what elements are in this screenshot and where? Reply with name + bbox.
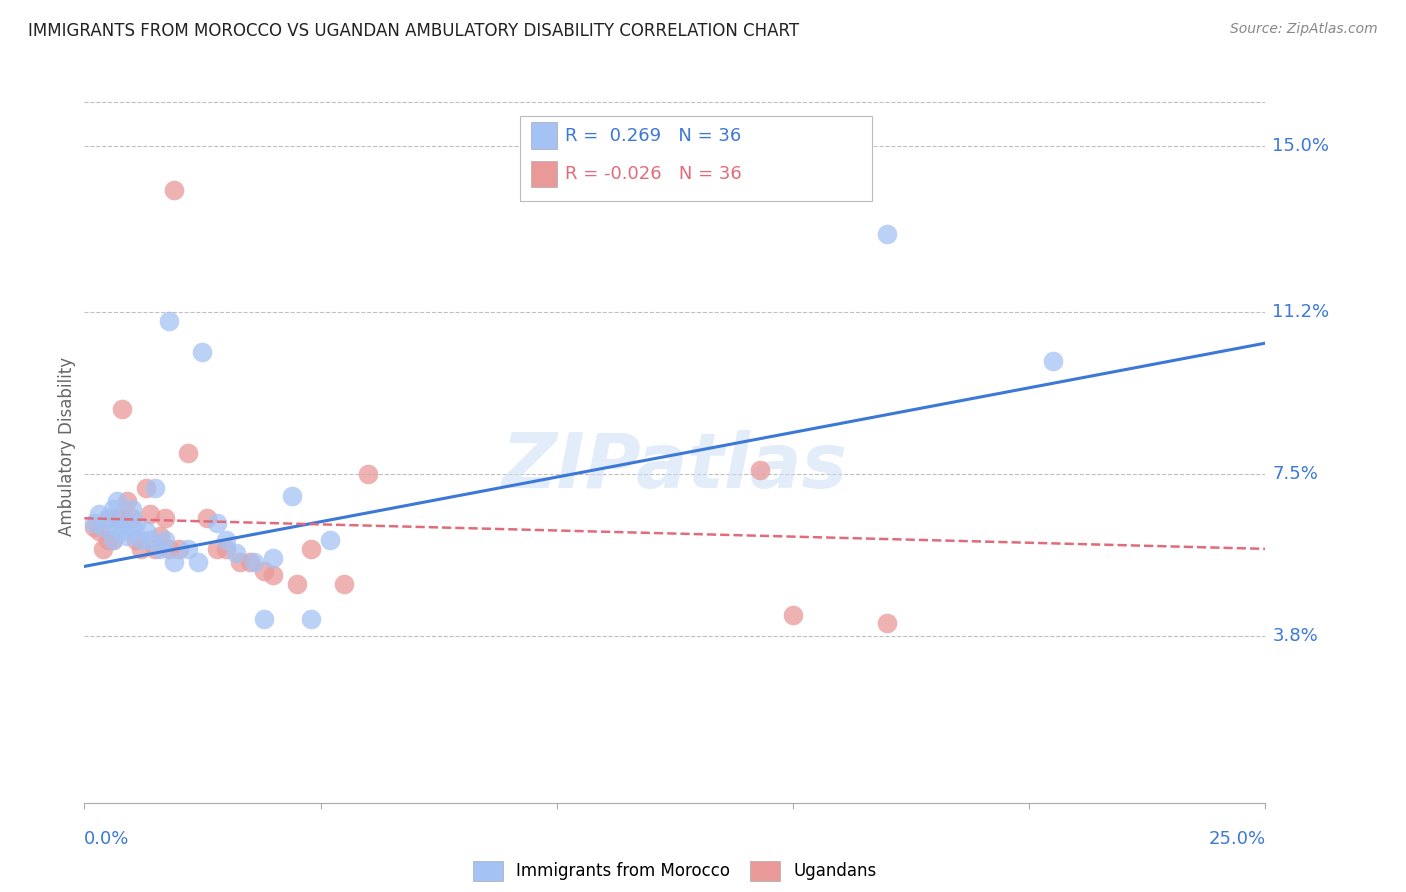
Point [87, 507, 110, 521]
Point [101, 502, 124, 516]
Point [299, 541, 322, 556]
Point [101, 533, 124, 548]
Text: 7.5%: 7.5% [1272, 466, 1319, 483]
Y-axis label: Ambulatory Disability: Ambulatory Disability [58, 357, 76, 535]
Point [87, 524, 110, 539]
Point [83, 516, 105, 530]
Point [782, 607, 804, 622]
Point [177, 541, 200, 556]
Point [101, 533, 124, 548]
Point [135, 481, 157, 495]
Text: 0.0%: 0.0% [84, 830, 129, 847]
Point [129, 533, 152, 548]
Point [748, 463, 770, 477]
Point [157, 314, 180, 328]
Point [149, 541, 172, 556]
Legend: Immigrants from Morocco, Ugandans: Immigrants from Morocco, Ugandans [467, 855, 883, 888]
Point [215, 541, 238, 556]
Point [299, 612, 322, 626]
Text: R = -0.026   N = 36: R = -0.026 N = 36 [565, 165, 742, 183]
Point [125, 516, 148, 530]
Point [157, 541, 180, 556]
Point [143, 541, 166, 556]
Point [107, 511, 129, 525]
Point [205, 516, 228, 530]
Point [115, 493, 138, 508]
Point [876, 227, 898, 241]
Point [111, 524, 134, 539]
Point [357, 467, 380, 482]
Point [121, 520, 143, 534]
Point [205, 541, 228, 556]
Point [97, 511, 120, 525]
Point [135, 524, 157, 539]
Point [215, 533, 238, 548]
Point [187, 555, 209, 569]
Text: 3.8%: 3.8% [1272, 627, 1319, 646]
Point [262, 550, 284, 565]
Text: 15.0%: 15.0% [1272, 137, 1330, 155]
Point [191, 344, 214, 359]
Point [129, 541, 152, 556]
Point [107, 520, 129, 534]
Point [243, 555, 266, 569]
Point [285, 577, 308, 591]
Point [281, 489, 304, 503]
Point [163, 183, 186, 197]
Point [121, 511, 143, 525]
Point [91, 520, 114, 534]
Point [97, 533, 120, 548]
Point [177, 445, 200, 459]
Point [125, 533, 148, 548]
Point [97, 511, 120, 525]
Point [319, 533, 342, 548]
Text: IMMIGRANTS FROM MOROCCO VS UGANDAN AMBULATORY DISABILITY CORRELATION CHART: IMMIGRANTS FROM MOROCCO VS UGANDAN AMBUL… [28, 22, 799, 40]
Point [167, 541, 190, 556]
Point [239, 555, 262, 569]
Point [876, 616, 898, 631]
Point [333, 577, 356, 591]
Text: 25.0%: 25.0% [1208, 830, 1265, 847]
Point [253, 612, 276, 626]
Point [153, 511, 176, 525]
Point [195, 511, 218, 525]
Point [153, 533, 176, 548]
Point [83, 520, 105, 534]
Point [1042, 353, 1064, 368]
Text: R =  0.269   N = 36: R = 0.269 N = 36 [565, 127, 741, 145]
Point [225, 546, 247, 560]
Point [149, 529, 172, 543]
Point [115, 529, 138, 543]
Point [139, 533, 162, 548]
Point [253, 564, 276, 578]
Point [139, 507, 162, 521]
Point [111, 401, 134, 416]
Text: ZIPatlas: ZIPatlas [502, 431, 848, 504]
Point [111, 511, 134, 525]
Text: Source: ZipAtlas.com: Source: ZipAtlas.com [1230, 22, 1378, 37]
Point [163, 555, 186, 569]
Point [111, 516, 134, 530]
Point [91, 541, 114, 556]
Point [262, 568, 284, 582]
Point [143, 481, 166, 495]
Point [229, 555, 252, 569]
Text: 11.2%: 11.2% [1272, 303, 1330, 321]
Point [107, 493, 129, 508]
Point [121, 502, 143, 516]
